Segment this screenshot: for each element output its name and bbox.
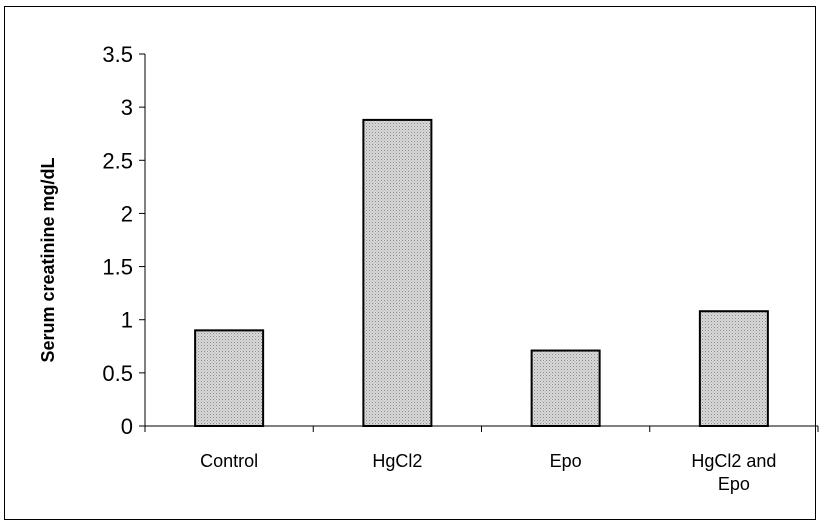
x-tick-label: HgCl2 and [691,451,776,471]
x-tick-label: HgCl2 [372,451,422,471]
y-tick-label: 2 [121,201,133,226]
y-tick-label: 1.5 [102,255,133,280]
x-tick-labels: Control HgCl2 Epo HgCl2 and Epo [200,451,776,494]
x-tick-label: Epo [718,474,750,494]
bar [532,351,600,426]
y-axis-title: Serum creatinine mg/dL [38,157,58,362]
x-tick-label: Control [200,451,258,471]
y-tick-label: 3.5 [102,42,133,67]
y-tick-label: 2.5 [102,148,133,173]
y-tick-label: 0 [121,414,133,439]
y-tick-labels: 0 0.5 1 1.5 2 2.5 3 3.5 [102,42,133,439]
bars [195,120,768,426]
y-tick-label: 0.5 [102,361,133,386]
bar [700,311,768,426]
bar [363,120,431,426]
y-tick-label: 3 [121,95,133,120]
bar [195,330,263,426]
x-tick-label: Epo [550,451,582,471]
y-tick-label: 1 [121,308,133,333]
